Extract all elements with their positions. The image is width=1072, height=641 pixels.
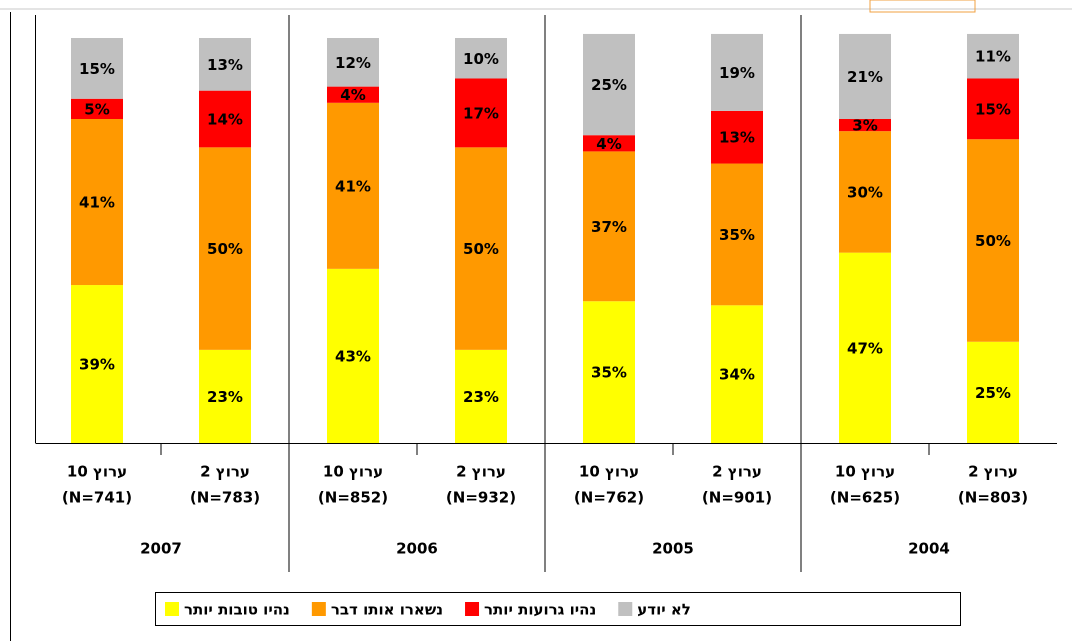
bar-segment (583, 135, 635, 152)
value-label: 4% (340, 86, 365, 104)
bar-segment (711, 110, 763, 164)
bar-segment (455, 349, 507, 443)
value-label: 15% (975, 100, 1011, 118)
value-label: 34% (719, 366, 755, 384)
bar-segment (71, 98, 123, 119)
legend-label: נשארו אותו דבר (331, 601, 443, 619)
x-tick-label: ערוץ 10 (579, 463, 639, 481)
bar-segment (327, 268, 379, 443)
legend-swatch (618, 602, 633, 616)
x-tick-label: ערוץ 2 (712, 463, 762, 481)
x-tick-label: (N=783) (190, 489, 260, 507)
value-label: 17% (463, 104, 499, 122)
legend-swatch (311, 602, 326, 616)
bar-segment (711, 305, 763, 443)
bar-segment (583, 301, 635, 443)
value-label: 39% (79, 356, 115, 374)
x-tick-label: (N=803) (958, 489, 1028, 507)
value-label: 50% (975, 232, 1011, 250)
x-tick-label: (N=741) (62, 489, 132, 507)
bar-segment (199, 147, 251, 350)
legend-label: נהיו טובות יותר (184, 601, 290, 619)
x-tick-label: ערוץ 10 (67, 463, 127, 481)
value-label: 23% (207, 388, 243, 406)
bar-segment (71, 119, 123, 286)
value-label: 37% (591, 218, 627, 236)
value-label: 10% (463, 50, 499, 68)
value-label: 21% (847, 68, 883, 86)
bar-segment (967, 33, 1019, 79)
bar-segment (711, 163, 763, 306)
value-label: 35% (591, 364, 627, 382)
legend-swatch (465, 602, 480, 616)
value-label: 4% (596, 135, 621, 153)
value-label: 3% (852, 117, 877, 135)
value-label: 13% (719, 129, 755, 147)
bar-segment (839, 33, 891, 120)
x-tick-label: ערוץ 2 (456, 463, 506, 481)
bar-segment (967, 341, 1019, 443)
value-label: 35% (719, 226, 755, 244)
value-label: 43% (335, 347, 371, 365)
value-label: 41% (335, 177, 371, 195)
legend-label: נהיו גרועות יותר (484, 601, 596, 619)
value-label: 50% (207, 240, 243, 258)
bar-segment (839, 119, 891, 132)
x-tick-label: (N=625) (830, 489, 900, 507)
bar-segment (967, 78, 1019, 140)
bar-segment (839, 131, 891, 253)
bar-segment (455, 38, 507, 79)
value-label: 14% (207, 111, 243, 129)
selected-cell (869, 0, 976, 13)
x-tick-label: ערוץ 10 (835, 463, 895, 481)
value-label: 47% (847, 339, 883, 357)
value-label: 30% (847, 183, 883, 201)
value-label: 11% (975, 48, 1011, 66)
bar-segment (71, 38, 123, 99)
group-label: 2005 (652, 540, 694, 558)
group-label: 2006 (396, 540, 438, 558)
value-label: 50% (463, 240, 499, 258)
legend-swatch (165, 602, 179, 616)
value-label: 25% (975, 384, 1011, 402)
value-label: 23% (463, 388, 499, 406)
bar-segment (327, 38, 379, 87)
group-label: 2004 (908, 540, 950, 558)
value-label: 5% (84, 100, 109, 118)
x-tick-label: ערוץ 2 (968, 463, 1018, 481)
x-tick-label: (N=762) (574, 489, 644, 507)
bar-segment (327, 102, 379, 269)
bar-segment (327, 86, 379, 103)
bar-segment (199, 349, 251, 443)
bar-segment (583, 151, 635, 302)
bar-segment (455, 78, 507, 148)
legend-box (155, 592, 961, 626)
bar-segment (455, 147, 507, 350)
bar-segment (711, 33, 763, 111)
bar-segment (967, 139, 1019, 342)
bar-segment (199, 38, 251, 91)
value-label: 12% (335, 54, 371, 72)
value-label: 19% (719, 64, 755, 82)
x-tick-label: (N=852) (318, 489, 388, 507)
x-tick-label: (N=901) (702, 489, 772, 507)
bar-segment (199, 90, 251, 148)
value-label: 13% (207, 56, 243, 74)
bar-segment (583, 33, 635, 136)
value-label: 41% (79, 194, 115, 212)
x-tick-label: ערוץ 10 (323, 463, 383, 481)
legend-label: לא יודע (637, 601, 691, 619)
bar-segment (839, 252, 891, 443)
group-label: 2007 (140, 540, 182, 558)
bar-segment (71, 285, 123, 443)
value-label: 15% (79, 60, 115, 78)
x-tick-label: ערוץ 2 (200, 463, 250, 481)
x-tick-label: (N=932) (446, 489, 516, 507)
value-label: 25% (591, 76, 627, 94)
